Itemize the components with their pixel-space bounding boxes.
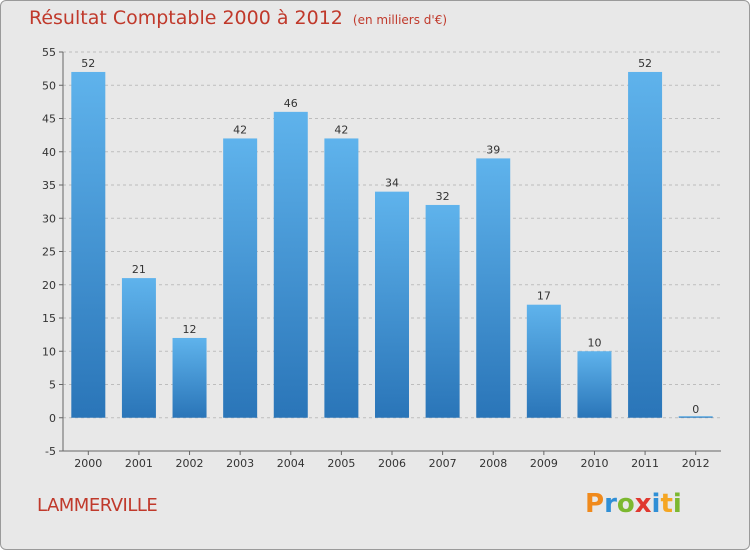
bars: [71, 71, 713, 418]
bar: [526, 304, 561, 418]
x-tick-label: 2001: [125, 457, 153, 470]
y-tick-label: 55: [42, 46, 56, 59]
value-label: 42: [334, 123, 348, 136]
value-label: 52: [638, 57, 652, 70]
value-label: 39: [486, 143, 500, 156]
x-tick-label: 2010: [580, 457, 608, 470]
brand-logo-letter: P: [585, 489, 605, 519]
x-tick-label: 2002: [176, 457, 204, 470]
x-tick-label: 2005: [327, 457, 355, 470]
value-label: 17: [537, 290, 551, 303]
y-tick-label: 15: [42, 312, 56, 325]
value-label: 46: [284, 97, 298, 110]
x-tick-label: 2006: [378, 457, 406, 470]
value-label: 52: [81, 57, 95, 70]
y-tick-label: 20: [42, 279, 56, 292]
title-text: Résultat Comptable 2000 à 2012: [29, 7, 343, 29]
labels: -5 0 5 10 15 20 25 30 35 40 45 50 55 52 2000 21 2001 12 20…: [42, 46, 710, 470]
x-tick-label: 2007: [429, 457, 457, 470]
x-tick-label: 2008: [479, 457, 507, 470]
y-tick-label: 10: [42, 345, 56, 358]
y-tick-label: 0: [49, 412, 56, 425]
brand-logo: Proxiti: [585, 489, 682, 519]
bar: [628, 71, 663, 418]
value-label: 12: [183, 323, 197, 336]
bar: [375, 191, 409, 418]
brand-logo-letter: i: [672, 489, 682, 519]
brand-logo-letter: o: [616, 489, 635, 519]
brand-logo-letter: t: [660, 489, 673, 519]
bar: [678, 416, 713, 418]
x-tick-label: 2011: [631, 457, 659, 470]
x-tick-label: 2012: [682, 457, 710, 470]
brand-logo-letter: x: [634, 489, 652, 519]
bar: [425, 204, 460, 418]
brand-logo-letter: i: [651, 489, 661, 519]
value-label: 0: [692, 403, 699, 416]
x-tick-label: 2004: [277, 457, 305, 470]
bar: [121, 278, 156, 418]
y-tick-label: 5: [49, 379, 56, 392]
bar: [71, 71, 106, 418]
bar: [172, 337, 207, 418]
y-tick-label: 30: [42, 212, 56, 225]
x-tick-label: 2003: [226, 457, 254, 470]
y-tick-label: 45: [42, 113, 56, 126]
bar: [223, 138, 258, 418]
bar: [577, 351, 612, 418]
value-label: 21: [132, 263, 146, 276]
chart-title: Résultat Comptable 2000 à 2012 (en millie…: [29, 7, 447, 29]
value-label: 32: [436, 190, 450, 203]
bar: [273, 111, 308, 418]
commune-name: LAMMERVILLE: [37, 495, 158, 516]
x-tick-label: 2009: [530, 457, 558, 470]
bar: [324, 138, 359, 418]
axes: [59, 51, 721, 455]
y-tick-label: 35: [42, 179, 56, 192]
y-tick-label: -5: [45, 445, 56, 458]
bar: [476, 158, 511, 418]
y-tick-label: 50: [42, 79, 56, 92]
brand-logo-letter: r: [604, 489, 617, 519]
title-unit: (en milliers d'€): [352, 13, 448, 27]
y-tick-label: 40: [42, 146, 56, 159]
value-label: 42: [233, 123, 247, 136]
x-tick-label: 2000: [74, 457, 102, 470]
value-label: 10: [587, 336, 601, 349]
value-label: 34: [385, 177, 399, 190]
y-tick-label: 25: [42, 246, 56, 259]
